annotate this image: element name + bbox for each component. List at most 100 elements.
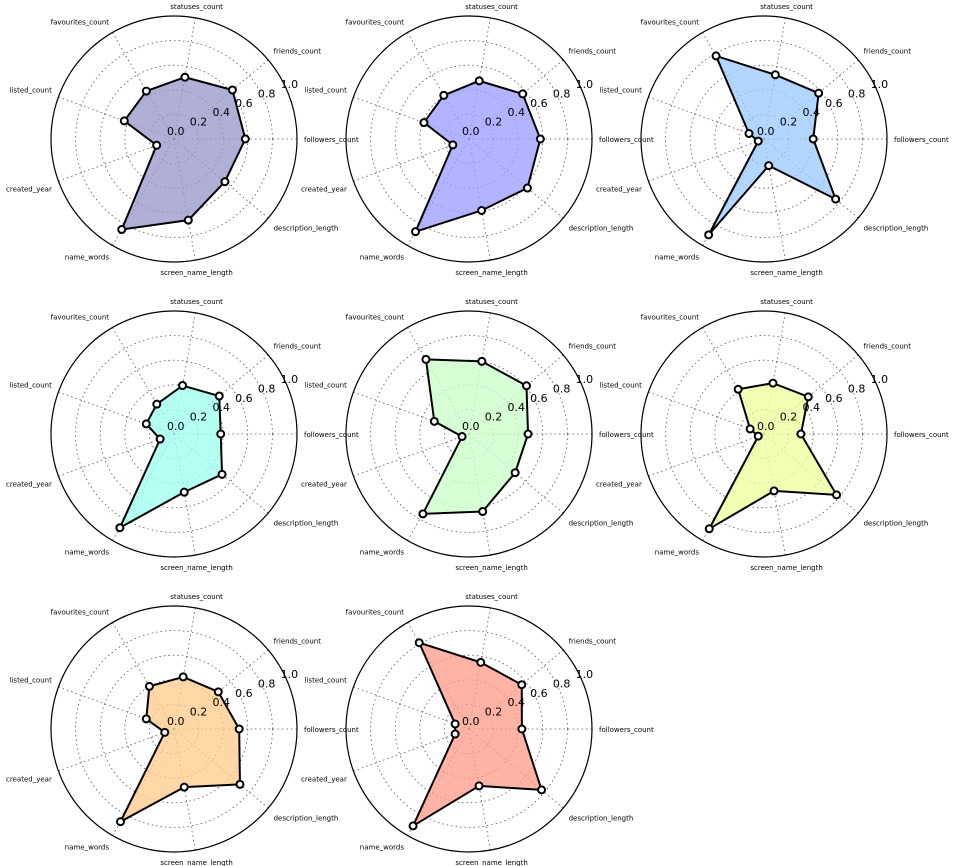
radial-tick-label: 0.2 bbox=[190, 411, 208, 424]
data-point-marker bbox=[217, 469, 227, 479]
axis-label: followers_count bbox=[894, 431, 949, 439]
axis-label: created_year bbox=[6, 480, 52, 488]
polar-frame bbox=[345, 15, 593, 263]
data-point-marker bbox=[178, 381, 188, 391]
axis-label: name_words bbox=[65, 844, 110, 852]
series-polygon bbox=[414, 79, 542, 233]
data-point-marker bbox=[213, 687, 223, 697]
axis-label: name_words bbox=[360, 549, 405, 557]
data-point-marker bbox=[832, 490, 842, 500]
data-point-marker bbox=[144, 681, 154, 691]
radar-panel: 0.0 0.2 0.4 0.6 0.8 1.0 followers_count friends… bbox=[596, 3, 949, 277]
axis-label: followers_count bbox=[599, 431, 654, 439]
data-point-marker bbox=[704, 230, 714, 240]
radial-tick-label: 1.0 bbox=[871, 78, 889, 91]
data-point-marker bbox=[521, 381, 531, 391]
radar-panel: 0.0 0.2 0.4 0.6 0.8 1.0 followers_count friends… bbox=[301, 298, 654, 572]
radial-tick-label: 0.8 bbox=[553, 87, 571, 100]
axis-label: created_year bbox=[301, 185, 347, 193]
data-point-marker bbox=[457, 432, 467, 442]
axis-label: screen_name_length bbox=[455, 859, 527, 866]
polar-frame bbox=[50, 605, 298, 853]
radial-tick-label: 0.8 bbox=[848, 87, 866, 100]
axis-label: favourites_count bbox=[641, 313, 700, 321]
data-point-marker bbox=[414, 638, 424, 648]
radial-tick-label: 0.0 bbox=[462, 715, 480, 728]
axis-label: statuses_count bbox=[465, 593, 518, 601]
data-point-marker bbox=[180, 72, 190, 82]
data-point-marker bbox=[770, 70, 780, 80]
radar-panel: 0.0 0.2 0.4 0.6 0.8 1.0 followers_count friends… bbox=[6, 298, 359, 572]
series-polygon bbox=[707, 54, 837, 236]
radial-tick-label: 1.0 bbox=[576, 373, 594, 386]
axis-label: screen_name_length bbox=[160, 859, 232, 866]
axis-label: description_length bbox=[864, 225, 929, 233]
radial-grid-ring bbox=[689, 64, 839, 214]
radial-tick-label: 0.6 bbox=[530, 97, 548, 110]
axis-label: listed_count bbox=[305, 87, 348, 95]
data-point-marker bbox=[814, 88, 824, 98]
axis-label: screen_name_length bbox=[750, 269, 822, 277]
data-point-marker bbox=[744, 129, 754, 139]
data-point-marker bbox=[179, 487, 189, 497]
data-point-marker bbox=[478, 507, 488, 517]
axis-label: description_length bbox=[274, 225, 339, 233]
radial-tick-label: 0.0 bbox=[167, 420, 185, 433]
data-point-marker bbox=[510, 468, 520, 478]
axis-label: followers_count bbox=[304, 726, 359, 734]
axis-label: created_year bbox=[301, 775, 347, 783]
axis-label: listed_count bbox=[10, 382, 53, 390]
axis-label: description_length bbox=[569, 520, 634, 528]
radial-tick-label: 0.6 bbox=[235, 392, 253, 405]
data-point-marker bbox=[476, 657, 486, 667]
radial-tick-label: 0.4 bbox=[802, 106, 820, 119]
radial-grid-ring bbox=[689, 359, 839, 509]
axis-label: statuses_count bbox=[170, 298, 223, 306]
axis-label: screen_name_length bbox=[160, 564, 232, 572]
radial-tick-label: 0.2 bbox=[190, 116, 208, 129]
data-point-marker bbox=[155, 434, 165, 444]
axis-label: created_year bbox=[301, 480, 347, 488]
data-point-marker bbox=[115, 817, 125, 827]
axis-label: description_length bbox=[569, 225, 634, 233]
radial-tick-label: 0.0 bbox=[167, 125, 185, 138]
data-point-marker bbox=[227, 85, 237, 95]
axis-label: friends_count bbox=[864, 342, 912, 350]
series-polygon bbox=[120, 76, 247, 231]
data-point-marker bbox=[537, 785, 547, 795]
radar-panel: 0.0 0.2 0.4 0.6 0.8 1.0 followers_count friends… bbox=[6, 593, 359, 866]
axis-label: statuses_count bbox=[760, 3, 813, 11]
series-polygon bbox=[119, 675, 241, 823]
axis-label: listed_count bbox=[305, 382, 348, 390]
radial-tick-label: 0.2 bbox=[780, 411, 798, 424]
data-point-marker bbox=[831, 194, 841, 204]
radial-grid-ring bbox=[75, 335, 273, 533]
radial-tick-label: 0.8 bbox=[258, 382, 276, 395]
data-point-marker bbox=[410, 227, 420, 237]
axis-label: created_year bbox=[6, 775, 52, 783]
axis-label: statuses_count bbox=[465, 3, 518, 11]
series-polygon bbox=[708, 382, 838, 530]
axis-label: name_words bbox=[360, 254, 405, 262]
axis-label: statuses_count bbox=[465, 298, 518, 306]
axis-label: description_length bbox=[864, 520, 929, 528]
polar-frame bbox=[640, 310, 888, 558]
axis-label: listed_count bbox=[600, 382, 643, 390]
radial-tick-label: 0.4 bbox=[507, 106, 524, 119]
data-point-marker bbox=[418, 509, 428, 519]
polar-frame bbox=[345, 605, 593, 853]
data-point-marker bbox=[796, 429, 806, 439]
radial-tick-label: 0.6 bbox=[235, 687, 253, 700]
axis-label: created_year bbox=[596, 480, 642, 488]
axis-label: followers_count bbox=[894, 136, 949, 144]
radial-tick-label: 0.8 bbox=[258, 87, 276, 100]
axis-label: listed_count bbox=[600, 87, 643, 95]
data-point-marker bbox=[429, 416, 439, 426]
axis-label: created_year bbox=[6, 185, 52, 193]
radial-tick-label: 0.6 bbox=[825, 392, 843, 405]
series-polygon bbox=[118, 384, 224, 529]
radial-tick-label: 0.6 bbox=[530, 687, 548, 700]
axis-label: description_length bbox=[569, 815, 634, 823]
data-point-marker bbox=[477, 205, 487, 215]
axis-label: friends_count bbox=[864, 47, 912, 55]
